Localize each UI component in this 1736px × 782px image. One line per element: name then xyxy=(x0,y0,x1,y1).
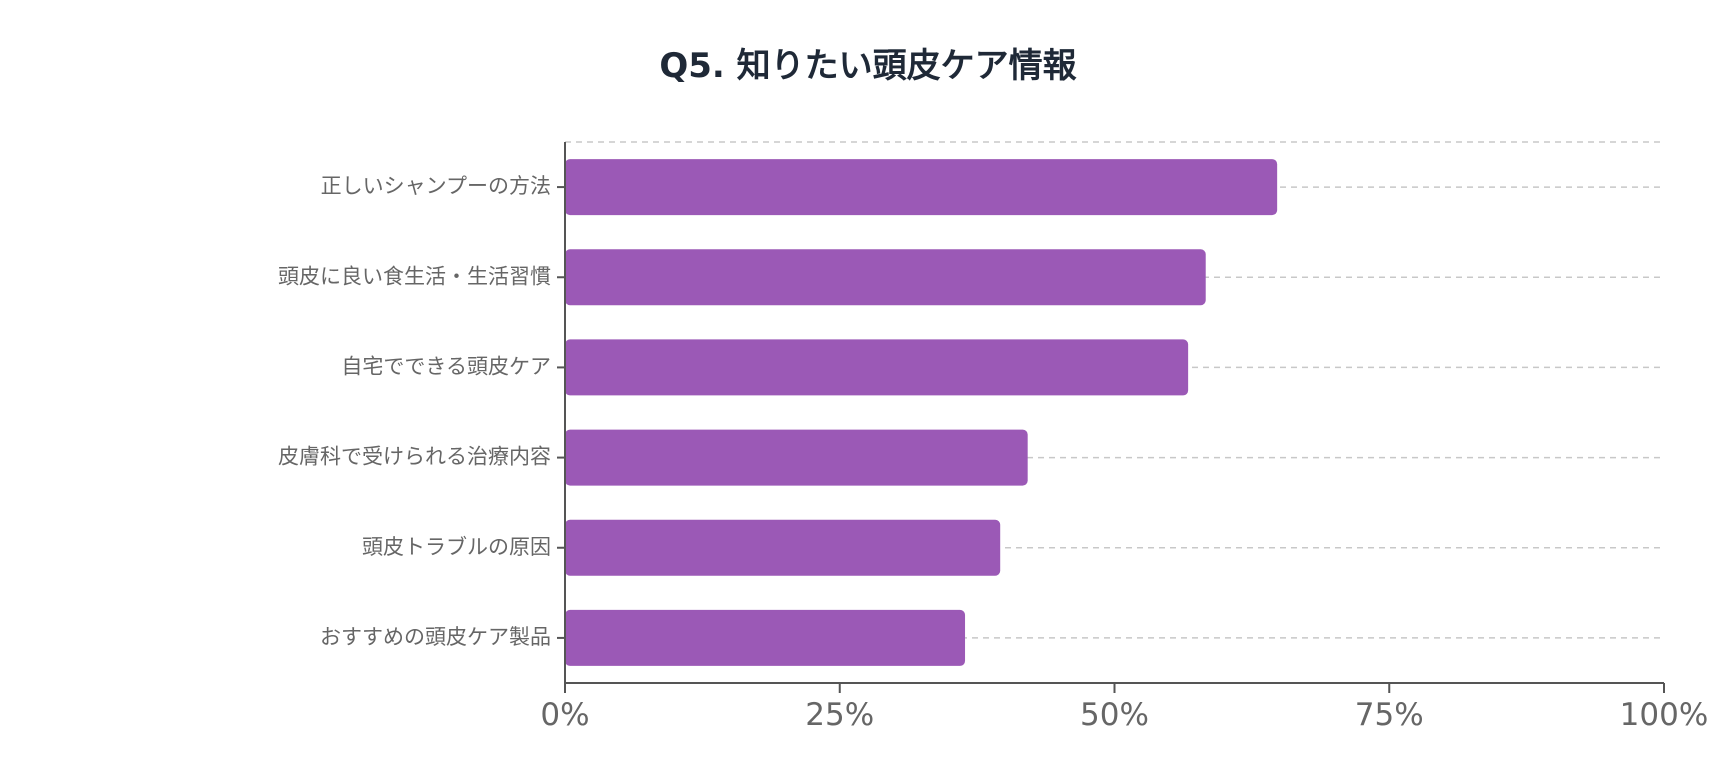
axes xyxy=(557,142,1665,693)
bar xyxy=(565,609,966,666)
grid-lines xyxy=(565,141,1664,639)
chart-title: Q5. 知りたい頭皮ケア情報 xyxy=(659,46,1077,86)
x-tick-label: 0% xyxy=(540,697,589,733)
category-label: 頭皮に良い食生活・生活習慣 xyxy=(278,264,551,288)
category-labels: 正しいシャンプーの方法頭皮に良い食生活・生活習慣自宅でできる頭皮ケア皮膚科で受け… xyxy=(278,174,551,649)
category-label: おすすめの頭皮ケア製品 xyxy=(320,625,551,649)
category-label: 皮膚科で受けられる治療内容 xyxy=(278,445,551,469)
category-label: 頭皮トラブルの原因 xyxy=(362,535,551,559)
x-tick-label: 25% xyxy=(805,697,874,733)
bar xyxy=(565,339,1189,396)
category-label: 自宅でできる頭皮ケア xyxy=(341,354,551,378)
bar xyxy=(565,249,1206,306)
bars xyxy=(565,159,1278,666)
bar xyxy=(565,429,1028,486)
x-tick-label: 75% xyxy=(1355,697,1424,733)
category-label: 正しいシャンプーの方法 xyxy=(321,174,551,198)
bar xyxy=(565,159,1278,216)
x-tick-label: 100% xyxy=(1620,697,1709,733)
bar xyxy=(565,519,1001,576)
x-tick-label: 50% xyxy=(1080,697,1149,733)
x-tick-labels: 0% 25% 50% 75% 100% xyxy=(540,697,1708,733)
